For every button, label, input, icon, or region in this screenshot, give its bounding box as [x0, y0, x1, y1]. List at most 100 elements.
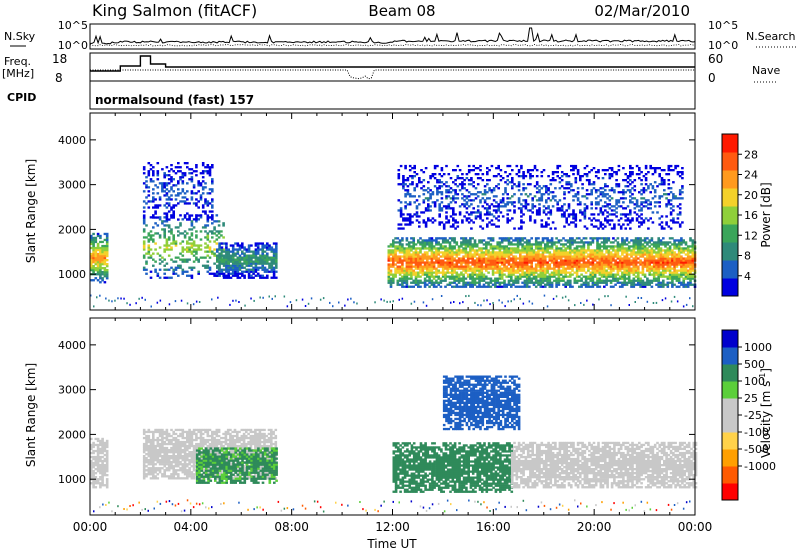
echo-cell [469, 275, 472, 278]
echo-cell [544, 237, 547, 240]
date-title: 02/Mar/2010 [594, 2, 690, 20]
echo-cell [529, 217, 532, 220]
echo-cell [523, 283, 527, 286]
echo-cell [99, 252, 102, 256]
echo-cell [580, 245, 583, 248]
echo-cell [656, 201, 659, 204]
echo-cell [546, 255, 549, 258]
echo-cell [550, 241, 554, 244]
echo-cell [575, 253, 579, 256]
echo-cell [594, 201, 598, 204]
echo-cell [627, 247, 631, 250]
echo-cell [534, 271, 538, 274]
echo-cell [174, 242, 178, 245]
echo-cell [677, 275, 681, 278]
echo-cell [634, 275, 638, 278]
echo-cell [647, 207, 650, 210]
echo-cell [652, 265, 656, 268]
echo-cell [270, 256, 274, 259]
echo-cell [225, 242, 228, 245]
echo-cell [451, 267, 454, 270]
echo-cell [462, 243, 465, 246]
echo-cell [525, 283, 529, 286]
echo-cell [412, 261, 415, 264]
echo-cell [186, 258, 189, 261]
echo-cell [451, 255, 454, 258]
echo-cell [617, 199, 621, 202]
echo-cell [517, 171, 521, 174]
echo-cell [659, 273, 663, 276]
echo-cell [653, 181, 657, 184]
echo-cell [591, 269, 595, 272]
echo-cell [496, 253, 499, 256]
echo-cell [635, 201, 639, 204]
echo-cell [145, 262, 148, 265]
echo-cell [537, 241, 540, 244]
echo-cell [174, 266, 178, 269]
echo-cell [448, 271, 452, 274]
echo-cell [419, 265, 422, 268]
echo-cell [537, 245, 540, 248]
echo-cell [544, 267, 547, 270]
echo-cell [596, 241, 599, 244]
echo-cell [495, 195, 498, 198]
echo-cell [626, 213, 630, 216]
echo-cell [666, 285, 670, 288]
echo-cell [630, 251, 633, 254]
nave-label: Nave [752, 64, 780, 77]
echo-cell [582, 249, 586, 252]
echo-cell [90, 279, 93, 282]
echo-cell [488, 197, 491, 200]
echo-cell [580, 253, 583, 256]
echo-cell [445, 189, 448, 192]
echo-cell [423, 263, 427, 266]
echo-cell [612, 241, 615, 244]
echo-cell [546, 261, 549, 264]
echo-cell [241, 270, 244, 273]
echo-cell [245, 270, 249, 273]
echo-cell [664, 267, 667, 270]
echo-cell [428, 243, 431, 246]
echo-cell [630, 271, 633, 274]
echo-cell [103, 263, 107, 266]
echo-cell [455, 249, 459, 252]
echo-cell [684, 283, 688, 286]
echo-cell [99, 240, 102, 244]
echo-cell [457, 253, 461, 256]
echo-cell [638, 177, 641, 180]
echo-cell [466, 273, 470, 276]
echo-cell [609, 273, 613, 276]
echo-cell [163, 232, 166, 235]
echo-cell [583, 215, 587, 218]
echo-cell [457, 279, 461, 282]
echo-cell [566, 279, 570, 282]
echo-cell [632, 277, 636, 280]
echo-cell [192, 184, 196, 187]
echo-cell [190, 244, 194, 247]
echo-cell [453, 277, 456, 280]
echo-cell [428, 277, 431, 280]
echo-cell [626, 181, 630, 184]
echo-cell [105, 252, 109, 256]
echo-cell [227, 258, 230, 261]
echo-cell [618, 267, 622, 270]
echo-cell [537, 263, 540, 266]
echo-cell [592, 225, 596, 228]
echo-cell [462, 241, 465, 244]
echo-cell [659, 243, 663, 246]
echo-cell [571, 273, 574, 276]
echo-cell [618, 247, 622, 250]
echo-cell [181, 176, 185, 179]
echo-cell [437, 261, 440, 264]
echo-cell [421, 261, 425, 264]
echo-cell [478, 239, 481, 242]
echo-cell [465, 217, 469, 220]
echo-cell [630, 255, 633, 258]
echo-cell [587, 283, 590, 286]
echo-cell [455, 251, 459, 254]
echo-cell [231, 252, 235, 255]
echo-cell [625, 271, 629, 274]
echo-cell [562, 265, 565, 268]
echo-cell [662, 281, 665, 284]
echo-cell [534, 247, 538, 250]
